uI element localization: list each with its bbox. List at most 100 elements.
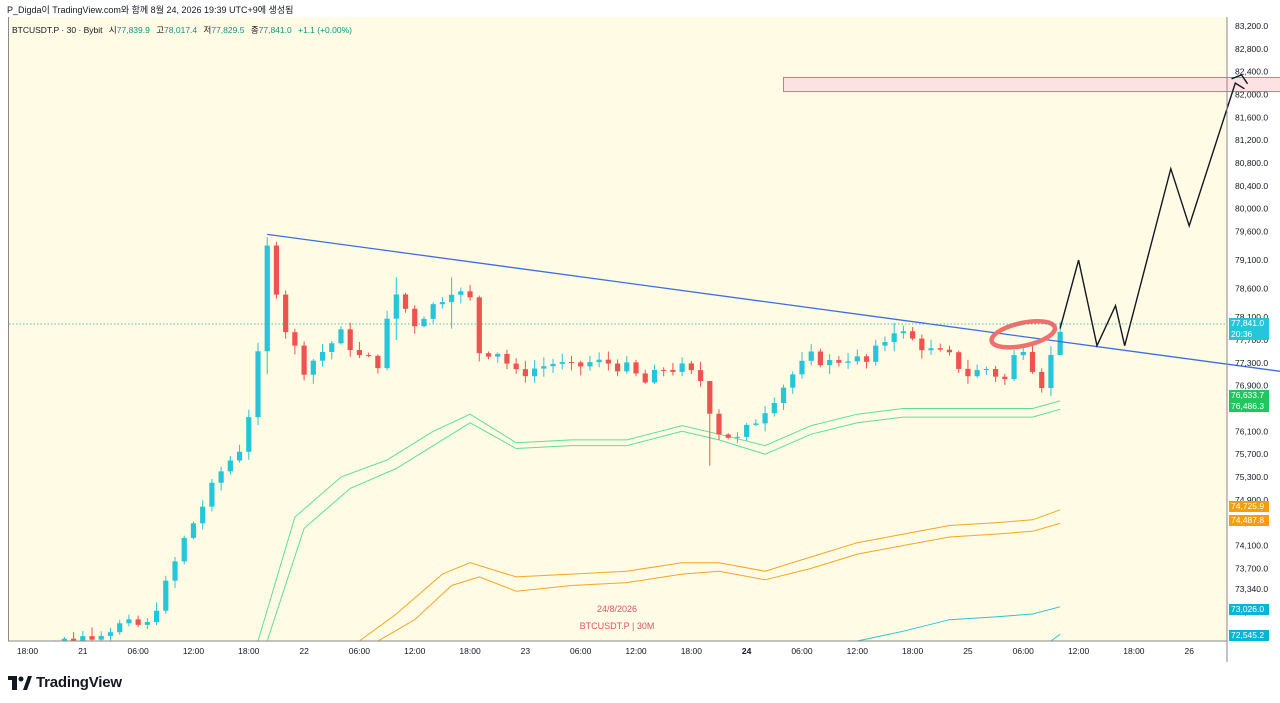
candle-body xyxy=(596,359,602,363)
candle xyxy=(679,357,685,377)
candle xyxy=(1029,345,1036,374)
y-tick-label: 80,400.0 xyxy=(1235,181,1268,191)
candle-body xyxy=(338,329,344,344)
candle xyxy=(1048,346,1054,397)
upper-band-tag-1: 76,633.7 xyxy=(1229,390,1269,401)
candle-body xyxy=(301,345,307,375)
candle xyxy=(522,360,528,383)
x-tick-label: 18:00 xyxy=(17,646,39,656)
candle-body xyxy=(412,308,418,327)
candle-body xyxy=(98,635,104,640)
candle-body xyxy=(402,294,409,309)
target-zone xyxy=(783,76,1280,93)
candle-body xyxy=(458,291,464,295)
chart-pane[interactable] xyxy=(8,17,1228,641)
candle-body xyxy=(633,362,639,374)
last-price-value: 77,841.0 xyxy=(1231,318,1265,328)
candle-body xyxy=(61,638,67,641)
candle xyxy=(716,409,722,440)
candle-body xyxy=(126,619,132,624)
candle xyxy=(993,365,999,382)
candle-body xyxy=(467,291,473,298)
legend-change: +1.1 (+0.00%) xyxy=(298,25,352,35)
candle-body xyxy=(965,368,971,377)
candle-body xyxy=(246,417,252,452)
watermark-symbol: BTCUSDT.P | 30M xyxy=(580,621,655,631)
y-tick-label: 81,200.0 xyxy=(1235,135,1268,145)
x-tick-label: 12:00 xyxy=(625,646,647,656)
candle xyxy=(817,348,824,368)
candle xyxy=(172,557,178,588)
y-tick-label: 81,600.0 xyxy=(1235,112,1268,122)
legend-open: 77,839.9 xyxy=(116,25,150,35)
projection-arrowhead xyxy=(1231,73,1249,85)
x-tick-label: 06:00 xyxy=(791,646,813,656)
candle-body xyxy=(863,356,870,362)
candle xyxy=(965,359,971,384)
candle xyxy=(209,478,215,512)
candle xyxy=(246,409,252,460)
candle xyxy=(356,341,363,359)
y-tick-label: 77,300.0 xyxy=(1235,358,1268,368)
candle xyxy=(412,305,418,334)
y-tick-label: 79,600.0 xyxy=(1235,227,1268,237)
candle-body xyxy=(661,369,667,371)
candle-body xyxy=(375,355,381,369)
lower-band-line-2 xyxy=(1050,633,1061,642)
footer: TradingView xyxy=(0,662,1280,703)
candle xyxy=(854,349,860,365)
candle xyxy=(236,444,243,463)
candle-body xyxy=(993,369,999,377)
candle xyxy=(928,339,934,355)
candle xyxy=(117,619,123,635)
y-tick-label: 82,000.0 xyxy=(1235,90,1268,100)
legend-open-label: 시 xyxy=(108,25,117,35)
candle-body xyxy=(734,436,741,438)
candle-body xyxy=(163,580,169,611)
candle-body xyxy=(587,362,593,367)
candle xyxy=(744,422,750,442)
middle-band-tag-1: 74,725.9 xyxy=(1229,501,1269,512)
candle-body xyxy=(946,349,953,353)
candle xyxy=(218,466,224,491)
candle-body xyxy=(974,369,980,377)
tradingview-logo[interactable]: TradingView xyxy=(8,674,122,691)
candle xyxy=(513,358,519,374)
candle xyxy=(144,618,150,629)
candle xyxy=(790,371,796,394)
candle xyxy=(292,328,298,355)
candle xyxy=(495,352,501,363)
candle-body xyxy=(319,351,326,361)
candle-body xyxy=(808,351,814,361)
y-tick-label: 79,100.0 xyxy=(1235,255,1268,265)
candle-body xyxy=(836,360,842,363)
candle-body xyxy=(845,361,851,363)
candle xyxy=(439,297,445,309)
candle xyxy=(688,360,694,374)
candle xyxy=(937,343,943,352)
candle-body xyxy=(614,363,621,372)
y-tick-label: 74,100.0 xyxy=(1235,541,1268,551)
candlestick-chart[interactable]: 24/8/2026 BTCUSDT.P | 30M 83,200.0 82,800… xyxy=(0,0,1280,662)
candle xyxy=(882,336,888,352)
x-tick-label: 12:00 xyxy=(847,646,869,656)
candle-body xyxy=(771,403,777,414)
candle-body xyxy=(983,369,989,371)
candle xyxy=(1002,373,1008,385)
lower-band-tag-2: 72,545.2 xyxy=(1229,630,1269,641)
upper-band-line-1 xyxy=(257,400,1061,642)
middle-band-line-2 xyxy=(377,522,1061,642)
y-tick-label: 73,700.0 xyxy=(1235,563,1268,573)
lower-band-tag-1: 73,026.0 xyxy=(1229,604,1269,615)
candle-body xyxy=(1002,376,1008,380)
candle-body xyxy=(227,460,233,472)
candle-body xyxy=(900,331,906,334)
candle xyxy=(624,355,630,374)
candle-body xyxy=(1011,355,1017,380)
candle xyxy=(614,359,621,377)
candle xyxy=(697,361,704,387)
candle xyxy=(725,433,731,440)
candle-body xyxy=(707,381,713,414)
candle xyxy=(190,521,197,540)
candle-body xyxy=(200,506,206,524)
